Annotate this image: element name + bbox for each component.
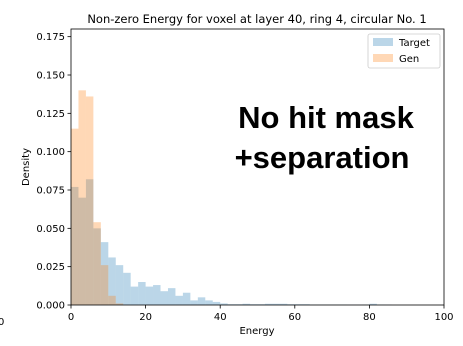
target-bar: [279, 303, 288, 305]
target-bar: [182, 292, 191, 305]
x-tick-label: 80: [363, 312, 376, 323]
target-bar: [175, 295, 183, 305]
x-tick-label: 40: [214, 312, 227, 323]
y-axis: 0.000 0.025 0.050 0.075 0.100 0.125 0.150 0.175: [36, 32, 71, 312]
y-tick-label: 0.025: [36, 262, 65, 273]
y-tick-label: 0.075: [36, 186, 65, 197]
plot-frame: [70, 28, 445, 306]
left-cutoff-tick-label: 0: [0, 317, 4, 328]
target-bar: [197, 297, 206, 305]
legend: Target Gen: [367, 33, 441, 69]
legend-swatch-gen: [373, 54, 393, 62]
series-gen-bars: [71, 90, 124, 305]
target-bar: [167, 288, 176, 305]
legend-swatch-target: [373, 38, 393, 46]
target-bar: [100, 242, 109, 305]
x-tick-label: 20: [139, 312, 152, 323]
target-bar: [153, 285, 161, 305]
target-bar: [78, 197, 86, 305]
gen-bar: [100, 265, 109, 305]
chart-title: Non-zero Energy for voxel at layer 40, r…: [87, 12, 426, 26]
target-bar: [264, 303, 273, 305]
target-bar: [71, 186, 79, 305]
target-bar: [93, 228, 101, 305]
gen-bar: [71, 128, 79, 305]
gen-bar: [93, 222, 101, 305]
gen-bar: [115, 303, 124, 305]
series-target-bars: [71, 179, 392, 305]
target-bar: [220, 303, 228, 305]
target-bar: [369, 303, 377, 305]
target-bar: [145, 286, 154, 305]
target-bar: [115, 265, 124, 305]
target-bar: [123, 272, 131, 305]
x-tick-label: 100: [434, 312, 453, 323]
y-tick-label: 0.125: [36, 109, 65, 120]
y-tick-label: 0.150: [36, 71, 65, 82]
target-bar: [205, 300, 213, 305]
target-bar: [108, 257, 116, 305]
target-bar: [130, 286, 139, 305]
gen-bar: [78, 90, 86, 305]
target-bar: [85, 179, 94, 305]
gen-bar: [108, 295, 116, 305]
overlay-line-2: +separation: [235, 140, 410, 175]
y-tick-label: 0.100: [36, 147, 65, 158]
x-tick-label: 0: [68, 312, 74, 323]
gen-bar: [85, 96, 94, 305]
x-axis: 0 20 40 60 80 100: [68, 305, 454, 323]
y-axis-label: Density: [21, 148, 32, 186]
legend-label-gen: Gen: [399, 54, 419, 65]
y-tick-label: 0.000: [36, 301, 65, 312]
y-tick-label: 0.175: [36, 32, 65, 43]
target-bar: [160, 291, 168, 305]
target-bar: [272, 303, 280, 305]
target-bar: [242, 303, 251, 305]
overlay-line-1: No hit mask: [238, 100, 414, 135]
target-bar: [138, 282, 146, 305]
legend-label-target: Target: [398, 38, 430, 49]
target-bar: [190, 300, 198, 305]
x-axis-label: Energy: [239, 326, 274, 337]
x-tick-label: 60: [288, 312, 301, 323]
target-bar: [212, 301, 221, 305]
legend-box: [367, 33, 441, 69]
y-tick-label: 0.050: [36, 224, 65, 235]
